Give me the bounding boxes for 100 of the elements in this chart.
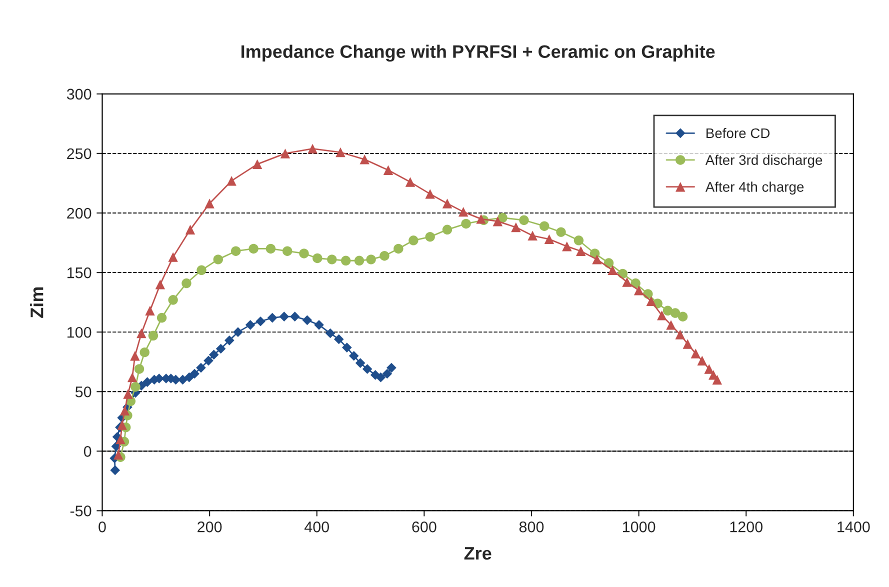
legend-label: After 4th charge	[705, 182, 804, 195]
point	[682, 339, 692, 349]
y-tick-label: 50	[75, 386, 92, 398]
point	[342, 342, 352, 352]
point	[383, 165, 394, 175]
point	[622, 277, 632, 287]
point	[540, 221, 550, 231]
point	[425, 189, 435, 199]
legend-label: After 3rd discharge	[705, 154, 822, 168]
point	[666, 320, 676, 330]
point	[302, 315, 312, 326]
point	[712, 374, 722, 385]
point	[216, 344, 226, 354]
point	[362, 364, 372, 374]
point	[442, 198, 452, 208]
point	[366, 254, 376, 264]
point	[184, 372, 194, 382]
point	[334, 334, 344, 344]
point	[355, 358, 366, 368]
point	[348, 350, 359, 361]
point	[120, 406, 130, 416]
point	[556, 227, 566, 237]
point	[224, 336, 234, 346]
x-tick-label: 600	[412, 522, 436, 532]
point	[458, 206, 468, 217]
point	[123, 389, 133, 399]
point	[182, 278, 192, 288]
point	[226, 176, 236, 186]
point	[252, 159, 262, 170]
point	[461, 218, 471, 229]
point	[156, 312, 167, 323]
point	[168, 252, 178, 262]
point	[279, 312, 290, 322]
point	[528, 230, 538, 240]
point	[697, 356, 707, 366]
point	[382, 368, 392, 379]
point	[308, 144, 318, 154]
point	[256, 316, 266, 326]
point	[690, 348, 701, 358]
point	[646, 296, 656, 306]
y-tick-label: 250	[67, 148, 92, 160]
point	[511, 222, 521, 232]
point	[336, 147, 346, 158]
y-axis-title: Zim	[30, 287, 44, 318]
point	[592, 254, 602, 264]
point	[130, 382, 140, 392]
point	[110, 465, 120, 476]
point	[116, 434, 126, 444]
point	[386, 362, 396, 373]
point	[204, 198, 214, 208]
point	[394, 244, 404, 254]
point	[140, 347, 150, 358]
point	[678, 312, 688, 322]
point	[380, 251, 390, 261]
point	[230, 246, 241, 256]
y-tick-label: 150	[67, 267, 92, 278]
point	[675, 330, 685, 340]
point	[634, 286, 644, 296]
point	[113, 450, 124, 460]
point	[405, 177, 416, 187]
point	[576, 246, 586, 256]
point	[233, 327, 243, 337]
y-tick-label: 0	[84, 446, 92, 457]
point	[574, 236, 584, 246]
x-axis-title: Zre	[464, 547, 492, 560]
point	[408, 236, 418, 246]
point	[245, 320, 256, 330]
x-tick-label: 1000	[622, 522, 656, 532]
point	[280, 148, 290, 158]
point	[117, 420, 127, 430]
chart-title: Impedance Change with PYRFSI + Ceramic on Graphite	[242, 44, 715, 62]
legend-label: Before CD	[706, 128, 770, 138]
point	[248, 244, 258, 254]
point	[290, 312, 300, 322]
point	[325, 328, 336, 338]
x-tick-label: 0	[98, 522, 106, 532]
point	[670, 308, 680, 318]
point	[136, 328, 146, 338]
point	[213, 254, 223, 264]
y-tick-label: 200	[67, 208, 92, 219]
point	[130, 351, 140, 361]
point	[442, 224, 452, 235]
y-tick-label: 300	[66, 88, 92, 100]
x-tick-label: 800	[519, 522, 544, 532]
point	[376, 372, 386, 382]
x-tick-label: 1400	[838, 522, 870, 532]
x-tick-label: 200	[198, 522, 222, 532]
point	[562, 241, 572, 252]
point	[314, 320, 324, 330]
point	[299, 248, 309, 258]
point	[476, 214, 486, 224]
point	[608, 265, 618, 276]
point	[498, 212, 508, 223]
point	[704, 364, 714, 374]
x-tick-label: 400	[304, 522, 330, 532]
point	[142, 377, 152, 387]
point	[208, 350, 219, 360]
point	[425, 232, 435, 242]
point	[196, 265, 206, 276]
point	[204, 356, 214, 366]
